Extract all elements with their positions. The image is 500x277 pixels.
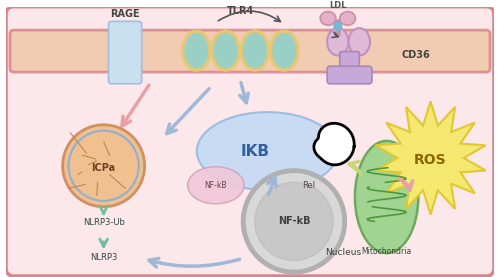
- Ellipse shape: [348, 28, 370, 55]
- Polygon shape: [376, 101, 486, 215]
- Ellipse shape: [212, 31, 240, 70]
- Ellipse shape: [182, 31, 210, 70]
- Text: CD36: CD36: [402, 50, 430, 60]
- FancyBboxPatch shape: [327, 66, 372, 84]
- Text: RAGE: RAGE: [110, 9, 140, 19]
- FancyBboxPatch shape: [108, 21, 142, 84]
- Ellipse shape: [188, 167, 244, 204]
- Ellipse shape: [340, 12, 355, 25]
- Text: Nucleus: Nucleus: [324, 248, 361, 258]
- Ellipse shape: [241, 31, 268, 70]
- Circle shape: [255, 182, 333, 260]
- Ellipse shape: [270, 31, 298, 70]
- Ellipse shape: [320, 12, 336, 25]
- Text: ROS: ROS: [414, 153, 447, 167]
- Ellipse shape: [327, 28, 348, 55]
- FancyBboxPatch shape: [340, 52, 359, 75]
- Text: NLRP3: NLRP3: [90, 253, 118, 261]
- Text: TLR4: TLR4: [226, 6, 254, 16]
- Text: NLRP3-Ub: NLRP3-Ub: [82, 219, 124, 227]
- Circle shape: [334, 22, 342, 30]
- FancyBboxPatch shape: [6, 7, 494, 276]
- Text: Mitochondria: Mitochondria: [362, 247, 412, 255]
- Circle shape: [62, 125, 144, 207]
- Text: NF-kB: NF-kB: [278, 216, 310, 226]
- Ellipse shape: [355, 141, 418, 253]
- Text: NF-kB: NF-kB: [204, 181, 227, 190]
- Text: LDL: LDL: [329, 1, 346, 10]
- Ellipse shape: [197, 112, 338, 190]
- Text: IKB: IKB: [240, 143, 270, 159]
- Text: ICPa: ICPa: [92, 163, 116, 173]
- Text: Rel: Rel: [302, 181, 315, 190]
- Polygon shape: [314, 123, 354, 165]
- FancyBboxPatch shape: [10, 30, 490, 72]
- Circle shape: [243, 171, 344, 272]
